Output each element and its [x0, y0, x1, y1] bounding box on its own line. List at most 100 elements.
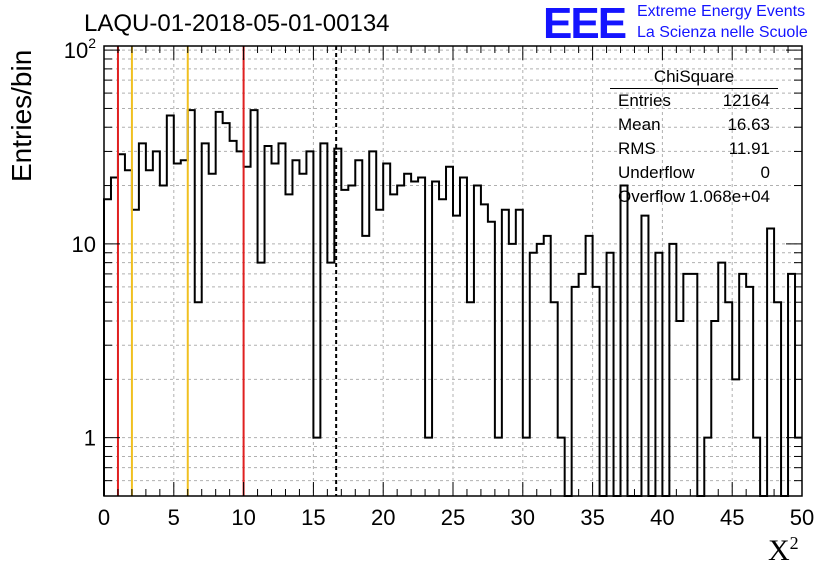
histogram-bin [579, 274, 586, 496]
logo-line-2: La Scienza nelle Scuole [637, 24, 808, 41]
stats-value: 0 [760, 163, 770, 182]
histogram-bin [544, 236, 551, 496]
stats-row: Mean 16.63 [610, 113, 778, 137]
histogram-bin [746, 287, 753, 496]
histogram-bin [272, 163, 279, 496]
histogram-bin [195, 302, 202, 496]
histogram-bin [341, 190, 348, 496]
histogram-bin [523, 438, 530, 496]
histogram-bin [725, 302, 732, 496]
histogram-bin [488, 222, 495, 496]
histogram-bin [327, 263, 334, 496]
histogram-bin [223, 123, 230, 496]
x-tick-label: 30 [511, 505, 535, 530]
histogram-bin [306, 151, 313, 496]
stats-title: ChiSquare [610, 66, 778, 89]
x-tick-label: 5 [168, 505, 180, 530]
histogram-bin [607, 253, 614, 496]
histogram-bin [418, 178, 425, 496]
histogram-bin [132, 210, 139, 496]
histogram-bin [181, 160, 188, 496]
histogram-bin [188, 110, 195, 496]
stats-name: Overflow [618, 187, 686, 206]
histogram-bin [251, 110, 258, 496]
histogram-bin [495, 438, 502, 496]
histogram-bin [362, 236, 369, 496]
histogram-bin [530, 253, 537, 496]
histogram-bin [704, 438, 711, 496]
histogram-bin [292, 160, 299, 496]
histogram-bin [732, 379, 739, 496]
histogram-bin [432, 181, 439, 496]
histogram-bin [551, 302, 558, 496]
histogram-bin [390, 194, 397, 496]
stats-row: Underflow 0 [610, 161, 778, 185]
histogram-bin [593, 287, 600, 496]
x-axis-label: X2 [768, 533, 799, 568]
x-tick-label: 15 [301, 505, 325, 530]
histogram-bin [739, 274, 746, 496]
histogram-bin [753, 438, 760, 496]
histogram-bin [676, 321, 683, 496]
histogram-bin [586, 236, 593, 496]
histogram-bin [425, 438, 432, 496]
histogram-bin [502, 210, 509, 496]
histogram-bin [669, 244, 676, 496]
histogram-bin [383, 163, 390, 496]
histogram-bin [230, 141, 237, 496]
x-tick-label: 10 [231, 505, 255, 530]
histogram-bin [774, 302, 781, 496]
histogram-bin [125, 170, 132, 496]
histogram-outline [103, 109, 802, 497]
histogram-bin [209, 174, 216, 496]
histogram-bin [348, 186, 355, 496]
histogram-bin [320, 143, 327, 496]
stats-row: RMS 11.91 [610, 137, 778, 161]
histogram-bin [683, 274, 690, 496]
histogram-bin [460, 178, 467, 496]
histogram-bin [376, 210, 383, 496]
histogram-bin [313, 438, 320, 496]
histogram-bin [258, 263, 265, 496]
histogram-bin [621, 186, 628, 496]
stats-value: 1.068e+04 [689, 187, 770, 206]
stats-box: ChiSquare Entries 12164 Mean 16.63 RMS 1… [610, 66, 778, 209]
histogram-bin [572, 287, 579, 496]
histogram-bin [299, 174, 306, 496]
histogram-bin [111, 178, 118, 496]
histogram-bin [404, 174, 411, 496]
histogram-bin [439, 199, 446, 496]
logo-line-1: Extreme Energy Events [637, 3, 806, 20]
histogram-bin [279, 143, 286, 496]
histogram-bin [474, 186, 481, 496]
histogram-bin [509, 244, 516, 496]
y-axis-label: Entries/bin [6, 49, 37, 182]
histogram-bin [146, 170, 153, 496]
stats-row: Entries 12164 [610, 89, 778, 113]
histogram-bin [202, 143, 209, 496]
histogram-bin [453, 216, 460, 496]
stats-value: 11.91 [728, 139, 770, 158]
x-tick-label: 25 [441, 505, 465, 530]
histogram-bin [788, 274, 795, 496]
histogram-bin [160, 186, 167, 496]
stats-name: Mean [618, 115, 661, 134]
histogram-bin [216, 112, 223, 496]
histogram-bin [718, 263, 725, 496]
x-tick-label: 45 [720, 505, 744, 530]
x-axis-label-sup: 2 [789, 533, 799, 553]
histogram-bin [481, 204, 488, 496]
histogram-bin [139, 143, 146, 496]
histogram-bin [244, 167, 251, 496]
stats-name: Entries [618, 91, 671, 110]
histogram-bin [167, 115, 174, 496]
x-tick-label: 50 [790, 505, 814, 530]
logo-mark: EEE [543, 0, 627, 48]
histogram-bin [237, 151, 244, 496]
histogram-bin [516, 210, 523, 496]
histogram-bin [467, 302, 474, 496]
histogram-bin [265, 146, 272, 496]
y-tick-label: 1 [84, 426, 96, 451]
x-tick-label: 20 [371, 505, 395, 530]
x-tick-label: 0 [98, 505, 110, 530]
